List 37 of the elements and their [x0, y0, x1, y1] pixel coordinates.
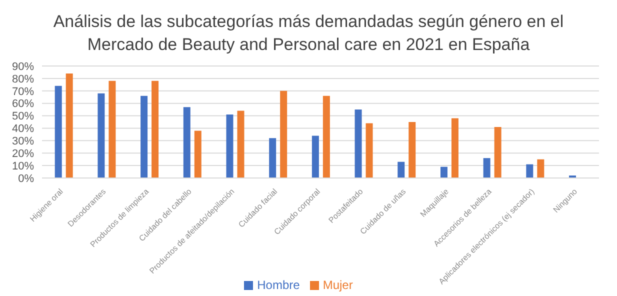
bar	[494, 126, 502, 178]
bar	[366, 123, 373, 178]
bar	[269, 138, 276, 178]
bar	[440, 166, 448, 178]
bar	[398, 162, 405, 178]
bar	[322, 96, 330, 178]
chart-title: Análisis de las subcategorías más demandadas según género en el Mercado de Beauty and Personal care en 2021 en España	[52, 11, 565, 56]
bar	[526, 164, 534, 178]
bar	[54, 86, 62, 178]
bar	[312, 136, 319, 178]
y-tick-label: 70%	[12, 86, 34, 98]
bar	[354, 110, 362, 178]
y-tick-label: 90%	[12, 60, 34, 73]
y-tick-label: 0%	[18, 172, 34, 185]
y-tick-label: 80%	[12, 73, 34, 86]
bar	[280, 90, 288, 178]
bar	[537, 159, 544, 178]
bar	[183, 107, 190, 178]
bar	[98, 93, 105, 178]
legend-label: Mujer	[322, 278, 353, 292]
y-tick-label: 60%	[12, 98, 34, 110]
bar	[152, 80, 159, 178]
legend-label: Hombre	[257, 278, 300, 292]
bar	[226, 114, 234, 178]
bar	[140, 96, 148, 178]
bar	[451, 118, 458, 178]
bar	[66, 73, 73, 178]
bar	[108, 80, 116, 178]
bar	[194, 130, 202, 178]
y-tick-label: 30%	[12, 136, 34, 148]
y-tick-label: 50%	[12, 110, 34, 123]
y-tick-label: 40%	[12, 123, 34, 136]
bar	[408, 122, 416, 178]
bar	[483, 158, 490, 178]
bar	[237, 110, 244, 178]
y-tick-label: 20%	[12, 148, 34, 160]
y-tick-label: 10%	[12, 160, 34, 172]
